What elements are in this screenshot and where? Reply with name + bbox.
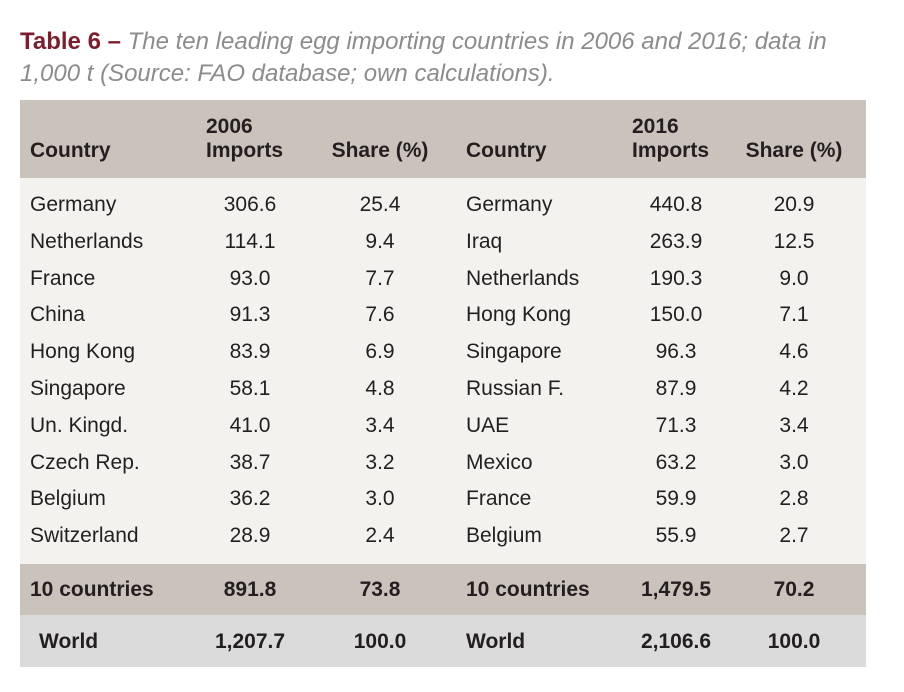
imports-2006: 28.9: [229, 524, 271, 548]
table-row: Hong Kong 83.9 6.9 Singapore 96.3 4.6: [20, 333, 866, 370]
imports-2006: 114.1: [224, 229, 276, 253]
share-2016: 4.6: [779, 340, 809, 364]
share-2006: 9.4: [365, 229, 395, 253]
header-share-2006: Share (%): [331, 139, 429, 162]
share-2016: 3.0: [779, 450, 809, 474]
header-country-2006: Country: [30, 139, 111, 162]
imports-2016: 87.9: [655, 376, 697, 400]
imports-2006: 36.2: [229, 487, 271, 511]
country-2016: France: [466, 487, 532, 511]
table-row: France 93.0 7.7 Netherlands 190.3 9.0: [20, 260, 866, 297]
country-2006: Switzerland: [30, 524, 139, 548]
imports-2016: 263.9: [649, 229, 703, 253]
imports-2016: 71.3: [655, 413, 697, 437]
header-imports-2016: Imports: [632, 139, 710, 162]
share-2016: 20.9: [773, 193, 815, 216]
table-row: Netherlands 114.1 9.4 Iraq 263.9 12.5: [20, 223, 866, 260]
table-body: Germany 306.6 25.4 Germany 440.8 20.9 Ne…: [20, 178, 866, 564]
total-label-2006: 10 countries: [30, 577, 154, 601]
imports-2016: 150.0: [649, 303, 703, 327]
egg-imports-table: Country 2006 Imports Share (%) Country 2…: [20, 100, 866, 667]
imports-2006: 83.9: [229, 340, 271, 364]
share-2006: 25.4: [359, 193, 401, 216]
imports-2016: 59.9: [655, 487, 697, 511]
country-2006: Hong Kong: [30, 340, 136, 364]
country-2016: Iraq: [466, 229, 503, 253]
header-imports-2006: Imports: [206, 139, 284, 162]
table-row: Switzerland 28.9 2.4 Belgium 55.9 2.7: [20, 517, 866, 554]
imports-2006: 91.3: [229, 303, 271, 327]
world-label-2016: World: [466, 629, 526, 653]
country-2006: Netherlands: [30, 229, 144, 253]
total-row-10-countries: 10 countries 891.8 73.8 10 countries 1,4…: [20, 563, 866, 615]
share-2006: 3.0: [365, 487, 395, 511]
imports-2016: 96.3: [655, 340, 697, 364]
table-header-row: Country 2006 Imports Share (%) Country 2…: [20, 100, 866, 178]
share-2006: 3.2: [365, 450, 395, 474]
world-row: World 1,207.7 100.0 World 2,106.6 100.0: [20, 614, 866, 667]
imports-2006: 58.1: [229, 376, 271, 400]
country-2016: Germany: [466, 193, 553, 216]
table-row: Germany 306.6 25.4 Germany 440.8 20.9: [20, 186, 866, 223]
imports-2006: 93.0: [229, 266, 271, 290]
table-row: Un. Kingd. 41.0 3.4 UAE 71.3 3.4: [20, 407, 866, 444]
total-imports-2006: 891.8: [223, 577, 277, 601]
total-share-2016: 70.2: [773, 577, 815, 601]
country-2006: Germany: [30, 193, 117, 216]
country-2016: Mexico: [466, 450, 533, 474]
total-share-2006: 73.8: [359, 577, 401, 601]
imports-2016: 190.3: [649, 266, 703, 290]
share-2006: 3.4: [365, 413, 395, 437]
imports-2016: 63.2: [655, 450, 697, 474]
imports-2016: 55.9: [655, 524, 697, 548]
header-share-2016: Share (%): [745, 139, 843, 162]
imports-2006: 306.6: [223, 193, 277, 216]
country-2016: Belgium: [466, 524, 542, 548]
imports-2006: 41.0: [229, 413, 271, 437]
country-2016: Netherlands: [466, 266, 580, 290]
country-2016: Russian F.: [466, 376, 565, 400]
header-year-2016: 2016: [632, 115, 679, 138]
country-2006: France: [30, 266, 96, 290]
header-country-2016: Country: [466, 139, 547, 162]
world-share-2006: 100.0: [353, 629, 407, 653]
share-2016: 4.2: [779, 376, 809, 400]
country-2006: Un. Kingd.: [30, 413, 129, 437]
share-2006: 4.8: [365, 376, 395, 400]
table-row: Singapore 58.1 4.8 Russian F. 87.9 4.2: [20, 370, 866, 407]
country-2016: UAE: [466, 413, 510, 437]
share-2006: 7.6: [365, 303, 395, 327]
country-2016: Hong Kong: [466, 303, 572, 327]
share-2006: 2.4: [365, 524, 395, 548]
share-2016: 9.0: [779, 266, 809, 290]
share-2006: 7.7: [365, 266, 395, 290]
country-2006: Singapore: [30, 376, 126, 400]
country-2006: China: [30, 303, 85, 327]
caption-label: Table 6 –: [20, 28, 121, 55]
world-share-2016: 100.0: [767, 629, 821, 653]
total-label-2016: 10 countries: [466, 577, 590, 601]
table-row: Belgium 36.2 3.0 France 59.9 2.8: [20, 480, 866, 517]
country-2016: Singapore: [466, 340, 562, 364]
total-imports-2016: 1,479.5: [640, 577, 712, 601]
table-row: China 91.3 7.6 Hong Kong 150.0 7.1: [20, 296, 866, 333]
imports-2006: 38.7: [229, 450, 271, 474]
world-label-2006: World: [39, 629, 99, 653]
share-2016: 3.4: [779, 413, 809, 437]
country-2006: Czech Rep.: [30, 450, 140, 474]
share-2006: 6.9: [365, 340, 395, 364]
share-2016: 12.5: [773, 229, 815, 253]
world-imports-2006: 1,207.7: [214, 629, 286, 653]
header-year-2006: 2006: [206, 115, 253, 138]
world-imports-2016: 2,106.6: [640, 629, 712, 653]
country-2006: Belgium: [30, 487, 106, 511]
table-caption: Table 6 – The ten leading egg importing …: [20, 26, 880, 90]
caption-text: The ten leading egg importing countries …: [20, 28, 827, 87]
share-2016: 2.7: [779, 524, 809, 548]
imports-2016: 440.8: [649, 193, 703, 216]
share-2016: 7.1: [779, 303, 809, 327]
table-row: Czech Rep. 38.7 3.2 Mexico 63.2 3.0: [20, 444, 866, 481]
share-2016: 2.8: [779, 487, 809, 511]
